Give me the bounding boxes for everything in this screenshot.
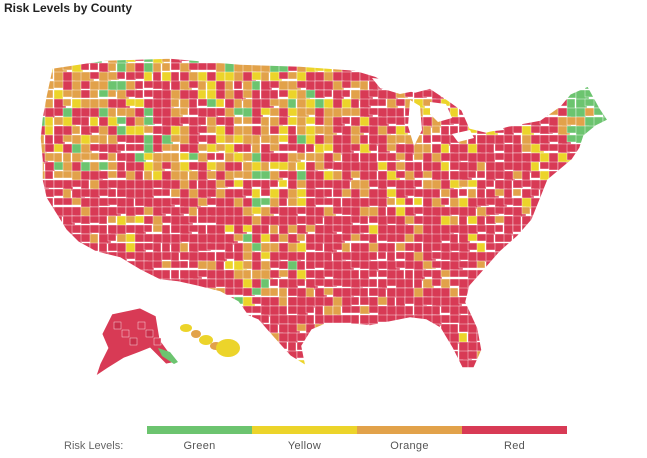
lake-4 xyxy=(452,130,474,142)
legend-swatch-yellow xyxy=(252,426,357,434)
legend-item-yellow: Yellow xyxy=(252,426,357,452)
legend-swatch-red xyxy=(462,426,567,434)
hawaii-region xyxy=(180,324,240,357)
legend-title: Risk Levels: xyxy=(64,440,124,452)
legend-item-green: Green xyxy=(147,426,252,452)
legend-item-red: Red xyxy=(462,426,567,452)
map-svg xyxy=(39,57,609,377)
legend-swatch-green xyxy=(147,426,252,434)
legend-label-yellow: Yellow xyxy=(287,440,322,452)
lake-2 xyxy=(408,100,422,146)
legend-label-green: Green xyxy=(183,440,216,452)
legend-label-red: Red xyxy=(503,440,526,452)
lake-3 xyxy=(430,102,452,122)
us-county-map xyxy=(0,30,647,390)
legend-swatch-orange xyxy=(357,426,462,434)
legend: Risk Levels: Green Yellow Orange Red xyxy=(0,420,647,458)
chart-title: Risk Levels by County xyxy=(4,1,133,15)
legend-item-orange: Orange xyxy=(357,426,462,452)
legend-label-orange: Orange xyxy=(390,440,429,452)
alaska-region xyxy=(95,307,178,377)
